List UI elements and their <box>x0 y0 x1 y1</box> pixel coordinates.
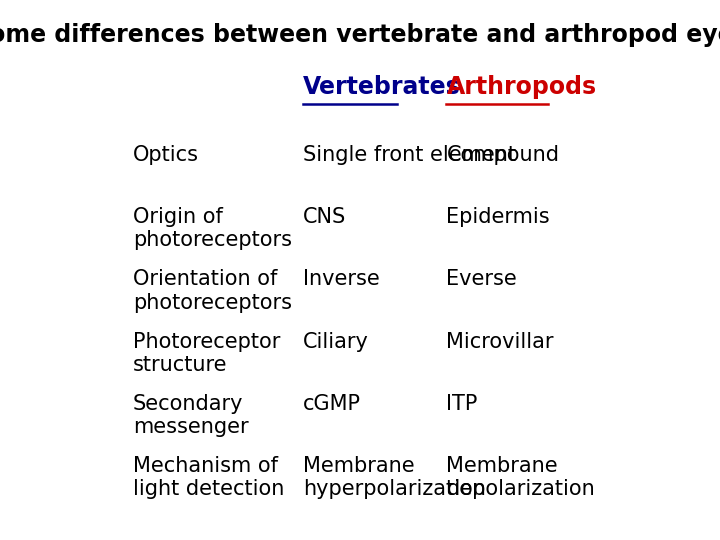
Text: CNS: CNS <box>303 207 346 227</box>
Text: Mechanism of
light detection: Mechanism of light detection <box>132 456 284 500</box>
Text: Inverse: Inverse <box>303 269 380 289</box>
Text: Orientation of
photoreceptors: Orientation of photoreceptors <box>132 269 292 313</box>
Text: Everse: Everse <box>446 269 517 289</box>
Text: Ciliary: Ciliary <box>303 332 369 352</box>
Text: Epidermis: Epidermis <box>446 207 550 227</box>
Text: Membrane
hyperpolarization: Membrane hyperpolarization <box>303 456 486 500</box>
Text: Arthropods: Arthropods <box>446 75 597 99</box>
Text: cGMP: cGMP <box>303 394 361 414</box>
Text: Single front element: Single front element <box>303 145 516 165</box>
Text: Origin of
photoreceptors: Origin of photoreceptors <box>132 207 292 251</box>
Text: Optics: Optics <box>132 145 199 165</box>
Text: Compound: Compound <box>446 145 559 165</box>
Text: Some differences between vertebrate and arthropod eyes: Some differences between vertebrate and … <box>0 23 720 47</box>
Text: Secondary
messenger: Secondary messenger <box>132 394 248 437</box>
Text: ITP: ITP <box>446 394 478 414</box>
Text: Vertebrates: Vertebrates <box>303 75 461 99</box>
Text: Membrane
depolarization: Membrane depolarization <box>446 456 595 500</box>
Text: Microvillar: Microvillar <box>446 332 554 352</box>
Text: Photoreceptor
structure: Photoreceptor structure <box>132 332 280 375</box>
